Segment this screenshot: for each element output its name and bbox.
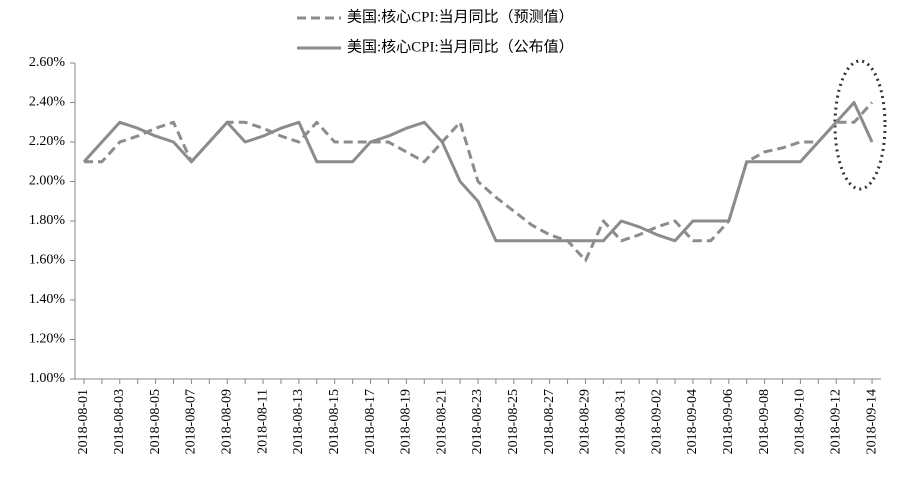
y-tick-label: 2.00% <box>29 174 66 189</box>
x-tick-label: 2018-08-15 <box>327 389 342 454</box>
y-tick-label: 1.00% <box>29 371 66 386</box>
x-tick-label: 2018-08-29 <box>578 389 593 454</box>
x-tick-label: 2018-08-07 <box>184 389 199 454</box>
x-tick-label: 2018-08-05 <box>148 389 163 454</box>
highlight-ellipse <box>833 59 887 191</box>
legend-label: 美国:核心CPI:当月同比（预测值） <box>347 8 574 25</box>
y-tick-label: 2.20% <box>29 134 66 149</box>
y-tick-label: 2.60% <box>29 55 66 70</box>
y-tick-label: 2.40% <box>29 95 66 110</box>
x-tick-label: 2018-08-09 <box>219 389 234 454</box>
x-tick-label: 2018-08-01 <box>76 389 91 454</box>
x-tick-label: 2018-09-02 <box>649 389 664 454</box>
x-tick-label: 2018-08-23 <box>470 389 485 454</box>
y-tick-label: 1.60% <box>29 253 66 268</box>
x-tick-label: 2018-09-06 <box>721 389 736 454</box>
x-tick-label: 2018-08-25 <box>506 389 521 454</box>
y-tick-label: 1.20% <box>29 332 66 347</box>
x-tick-label: 2018-08-11 <box>255 389 270 454</box>
x-tick-label: 2018-08-21 <box>434 389 449 454</box>
x-tick-label: 2018-09-12 <box>828 389 843 454</box>
x-tick-label: 2018-08-17 <box>363 389 378 454</box>
x-tick-label: 2018-08-13 <box>291 389 306 454</box>
y-tick-label: 1.40% <box>29 292 66 307</box>
series-line <box>84 101 874 262</box>
series-line <box>82 101 874 243</box>
x-tick-label: 2018-09-04 <box>685 389 700 454</box>
x-tick-label: 2018-08-03 <box>112 389 127 454</box>
x-tick-label: 2018-09-10 <box>793 389 808 454</box>
x-tick-label: 2018-09-14 <box>864 389 879 454</box>
x-tick-label: 2018-09-08 <box>757 389 772 454</box>
y-tick-label: 1.80% <box>29 213 66 228</box>
x-tick-label: 2018-08-27 <box>542 389 557 454</box>
legend-label: 美国:核心CPI:当月同比（公布值） <box>347 38 574 55</box>
x-tick-label: 2018-08-31 <box>614 389 629 454</box>
x-tick-label: 2018-08-19 <box>399 389 414 454</box>
